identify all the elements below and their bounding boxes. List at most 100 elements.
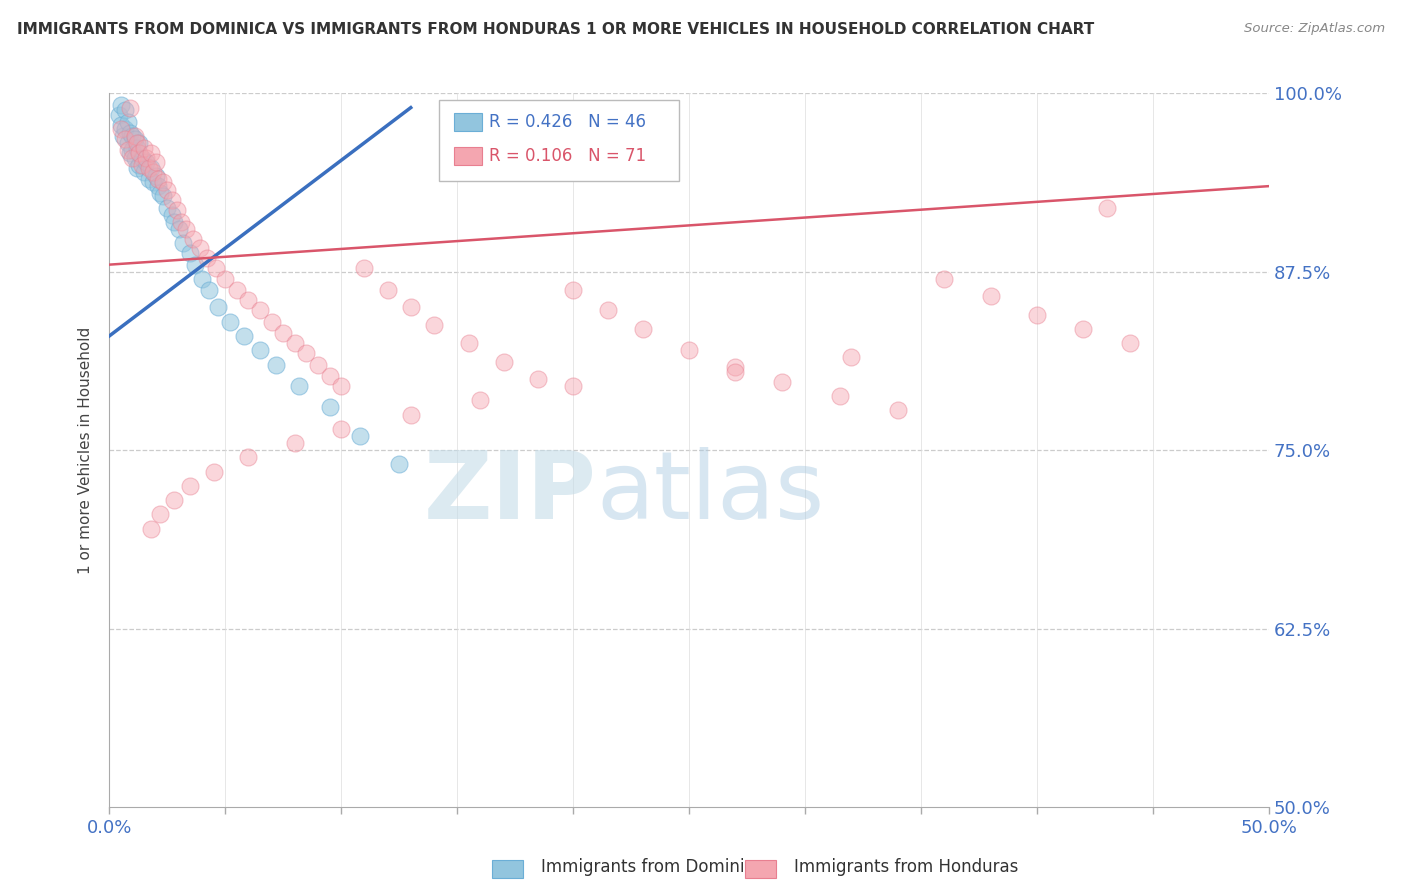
Text: ZIP: ZIP (423, 447, 596, 539)
Point (724, 365, 747, 379)
Point (330, 379, 353, 393)
Text: IMMIGRANTS FROM DOMINICA VS IMMIGRANTS FROM HONDURAS 1 OR MORE VEHICLES IN HOUSE: IMMIGRANTS FROM DOMINICA VS IMMIGRANTS F… (17, 22, 1094, 37)
Point (249, 303, 271, 318)
Point (887, 403, 910, 417)
Point (1026, 308, 1049, 322)
Point (678, 343, 700, 358)
Point (117, 136, 139, 151)
Point (377, 283, 399, 297)
Point (132, 140, 155, 154)
Point (470, 393, 492, 408)
Point (841, 351, 863, 365)
Point (120, 126, 142, 140)
Point (145, 154, 167, 169)
Point (131, 151, 153, 165)
Point (114, 132, 136, 146)
Point (107, 108, 129, 122)
Point (770, 375, 793, 389)
Point (135, 151, 157, 165)
Point (125, 161, 148, 175)
Point (232, 329, 254, 343)
Point (163, 215, 186, 229)
Point (174, 222, 197, 236)
Point (205, 260, 228, 275)
Point (120, 146, 142, 161)
Point (110, 122, 132, 136)
Point (160, 208, 183, 222)
Point (980, 289, 1002, 303)
Point (238, 450, 260, 465)
Point (170, 215, 193, 229)
Point (724, 360, 747, 375)
Point (125, 140, 148, 154)
Point (562, 379, 585, 393)
Point (207, 301, 229, 315)
Point (260, 315, 283, 329)
Point (330, 422, 353, 436)
Point (117, 144, 139, 158)
Point (120, 101, 142, 115)
Point (149, 508, 172, 522)
Point (191, 272, 214, 286)
Point (146, 179, 169, 194)
Point (163, 493, 186, 508)
Point (156, 183, 179, 197)
Point (114, 122, 136, 136)
Y-axis label: 1 or more Vehicles in Household: 1 or more Vehicles in Household (79, 326, 93, 574)
Point (117, 115, 139, 129)
Point (138, 161, 160, 175)
Point (198, 283, 221, 297)
Point (318, 401, 340, 415)
Point (110, 97, 132, 112)
Point (181, 232, 204, 246)
Point (214, 272, 236, 286)
Point (284, 336, 307, 351)
Point (124, 129, 146, 144)
Point (139, 161, 162, 175)
Point (152, 175, 174, 189)
Point (527, 372, 550, 386)
Point (349, 429, 371, 443)
Point (135, 154, 157, 169)
Point (166, 203, 188, 218)
Point (131, 158, 153, 172)
Point (562, 283, 585, 297)
Point (399, 408, 422, 422)
Point (132, 165, 155, 179)
Point (128, 136, 150, 151)
Point (202, 465, 225, 479)
Point (121, 144, 143, 158)
Point (156, 201, 179, 215)
Point (249, 343, 271, 358)
Point (145, 169, 167, 183)
Point (1095, 201, 1118, 215)
Point (188, 240, 211, 254)
Point (288, 379, 311, 393)
Point (307, 358, 329, 372)
Point (284, 436, 307, 450)
Point (934, 272, 956, 286)
Point (423, 318, 446, 332)
Point (112, 129, 135, 144)
Point (492, 355, 515, 369)
Point (124, 151, 146, 165)
Point (264, 358, 287, 372)
Point (318, 369, 340, 384)
Point (167, 222, 190, 236)
Point (828, 389, 851, 403)
Point (238, 293, 260, 308)
Point (124, 132, 146, 146)
Point (295, 346, 318, 360)
Point (128, 158, 150, 172)
Point (1073, 322, 1095, 336)
Point (172, 236, 194, 251)
Point (146, 172, 169, 186)
Point (125, 136, 148, 151)
Point (114, 103, 136, 118)
Point (152, 189, 174, 203)
Text: Source: ZipAtlas.com: Source: ZipAtlas.com (1244, 22, 1385, 36)
Text: Immigrants from Honduras: Immigrants from Honduras (794, 858, 1019, 876)
Point (121, 151, 143, 165)
Point (195, 251, 218, 265)
Point (142, 175, 165, 189)
